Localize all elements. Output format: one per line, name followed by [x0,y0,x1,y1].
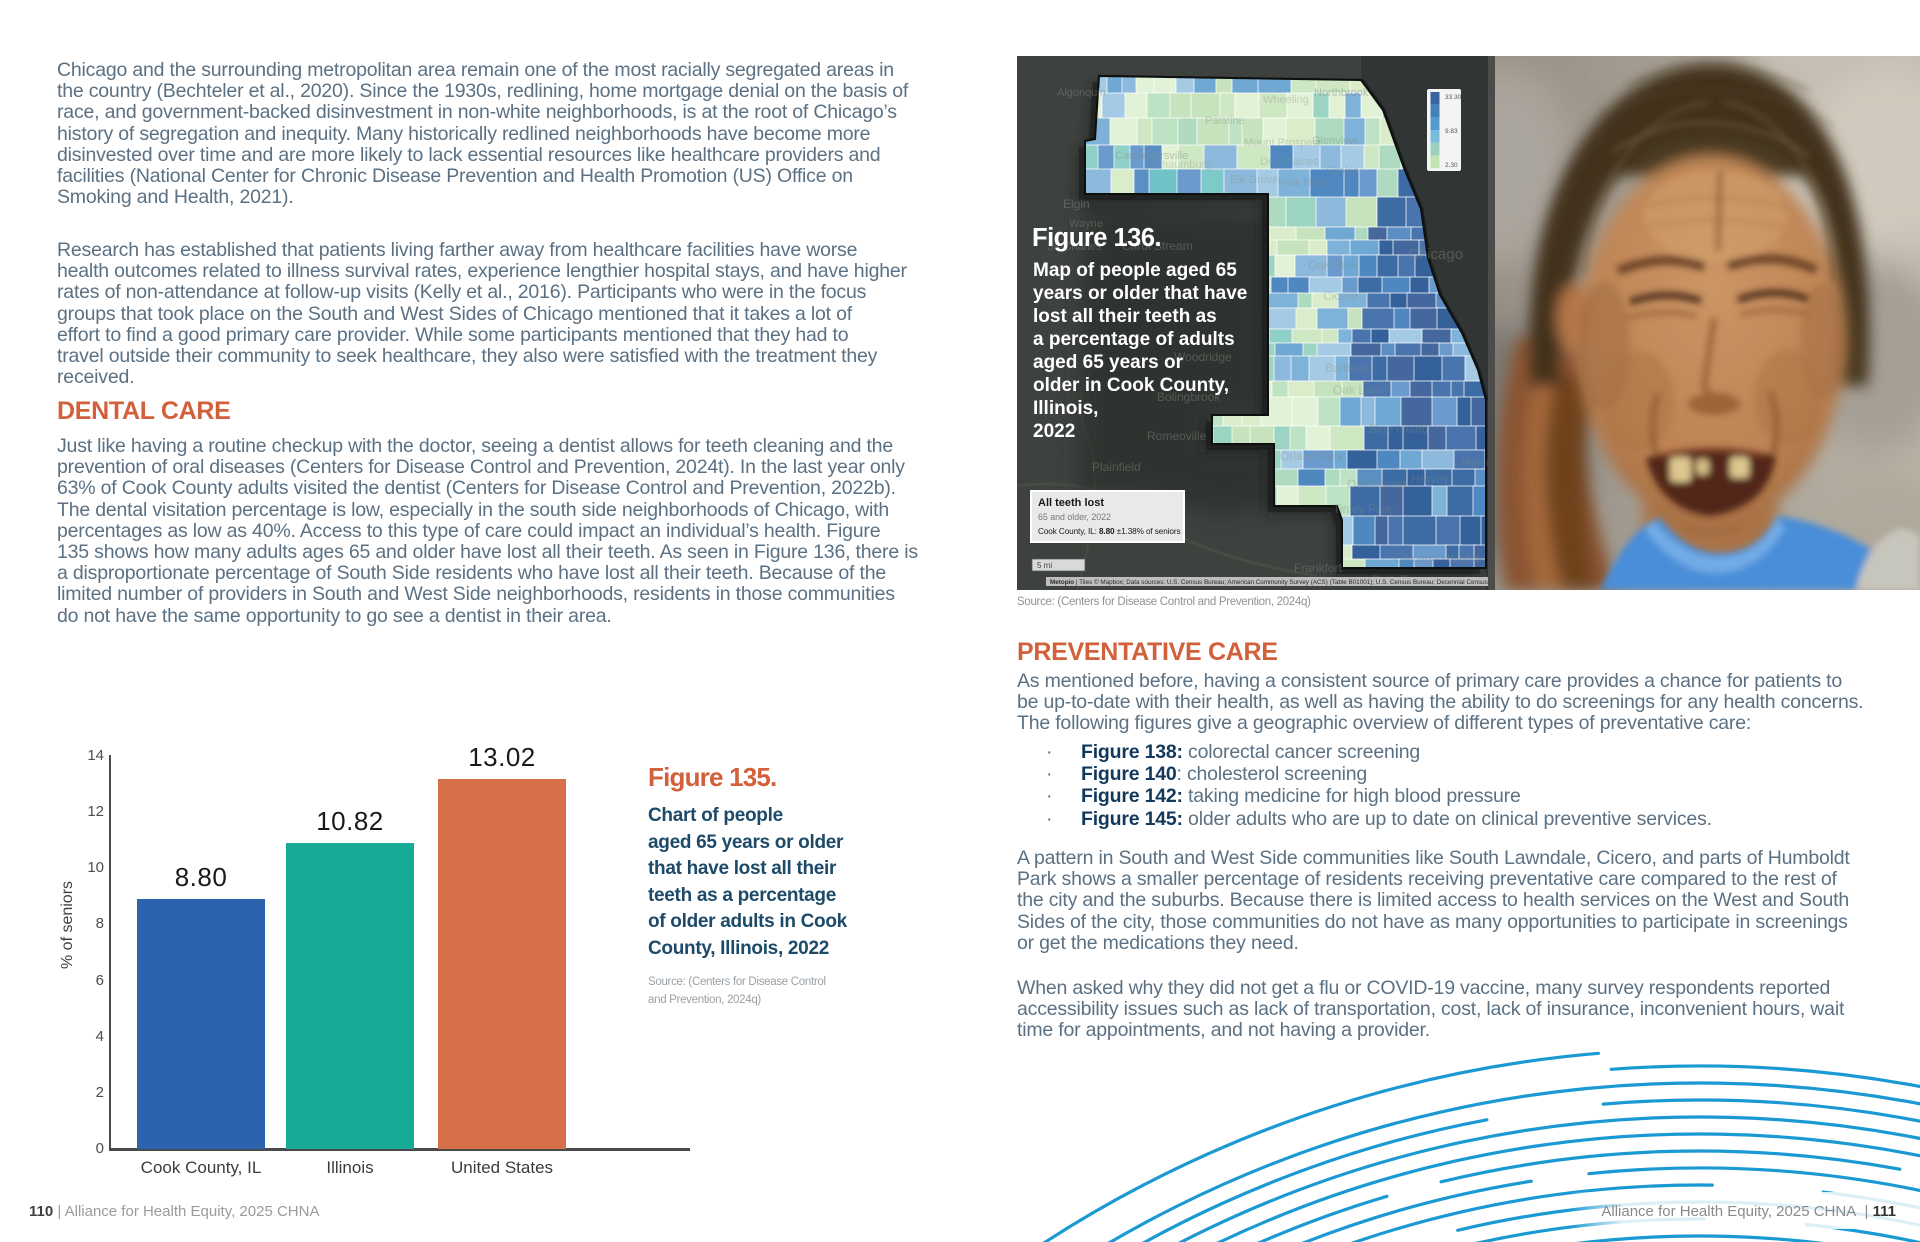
svg-text:Orland Park: Orland Park [1280,449,1345,463]
svg-text:Carol Stream: Carol Stream [1122,239,1193,253]
svg-text:Algonquin: Algonquin [1057,87,1106,99]
svg-text:Schaumburg: Schaumburg [1149,159,1211,171]
svg-text:Map of people aged 65: Map of people aged 65 [1033,260,1237,281]
svg-text:Oak Park: Oak Park [1308,258,1359,272]
svg-text:Cicero: Cicero [1323,289,1358,303]
svg-text:All teeth lost: All teeth lost [1038,497,1104,509]
svg-text:2.30: 2.30 [1445,162,1458,169]
svg-text:Blue Island: Blue Island [1369,422,1428,436]
svg-text:Figure 136.: Figure 136. [1032,224,1161,252]
svg-text:a percentage of adults: a percentage of adults [1033,329,1235,350]
svg-text:Tinley Park: Tinley Park [1333,502,1394,516]
svg-text:Romeoville: Romeoville [1147,429,1207,443]
svg-text:older in Cook County,: older in Cook County, [1033,375,1229,396]
svg-text:5 mi: 5 mi [1037,561,1052,570]
svg-text:Burbank: Burbank [1325,361,1371,375]
svg-text:Metopio | Tiles © Mapbox; Data: Metopio | Tiles © Mapbox; Data sources: … [1050,578,1488,586]
svg-text:Des Plaines: Des Plaines [1260,156,1319,168]
svg-text:Woodridge: Woodridge [1174,350,1232,364]
svg-text:Illinois,: Illinois, [1033,398,1098,419]
svg-text:Plainfield: Plainfield [1092,460,1141,474]
svg-text:Mount Prospect: Mount Prospect [1244,137,1321,149]
svg-text:Skokie: Skokie [1326,165,1359,177]
svg-text:Oak Forest: Oak Forest [1347,477,1407,491]
svg-text:2022: 2022 [1033,421,1075,442]
svg-text:aged 65 years or: aged 65 years or [1033,352,1184,373]
svg-text:Harvey: Harvey [1411,472,1449,486]
svg-text:Park Ridge: Park Ridge [1278,177,1332,189]
svg-text:St. Charles: St. Charles [1047,241,1102,253]
svg-text:Elk Grove: Elk Grove [1230,174,1278,186]
svg-text:33.30: 33.30 [1445,94,1462,101]
svg-text:Oak Lawn: Oak Lawn [1333,383,1387,397]
svg-text:Cook County, IL: 8.80 ±1.38% o: Cook County, IL: 8.80 ±1.38% of seniors [1038,527,1180,536]
svg-text:Northbrook: Northbrook [1314,87,1369,99]
svg-text:Chicago: Chicago [1408,246,1463,263]
svg-text:Glenview: Glenview [1312,135,1357,147]
svg-text:Elgin: Elgin [1063,197,1090,211]
svg-text:Wheeling: Wheeling [1263,94,1309,106]
svg-text:Wayne: Wayne [1069,218,1103,230]
svg-text:lost all their teeth as: lost all their teeth as [1033,306,1217,327]
svg-text:65 and older, 2022: 65 and older, 2022 [1038,512,1111,522]
svg-text:Palatine: Palatine [1205,115,1245,127]
svg-text:Bolingbrook: Bolingbrook [1157,390,1221,404]
svg-text:9.83: 9.83 [1445,128,1458,135]
svg-text:Hammond: Hammond [1461,455,1488,469]
svg-text:years or older that have: years or older that have [1033,283,1247,304]
svg-text:Frankfort: Frankfort [1294,561,1343,575]
svg-text:Carpentersville: Carpentersville [1115,150,1188,162]
svg-text:Chicago Heights: Chicago Heights [1394,551,1482,565]
